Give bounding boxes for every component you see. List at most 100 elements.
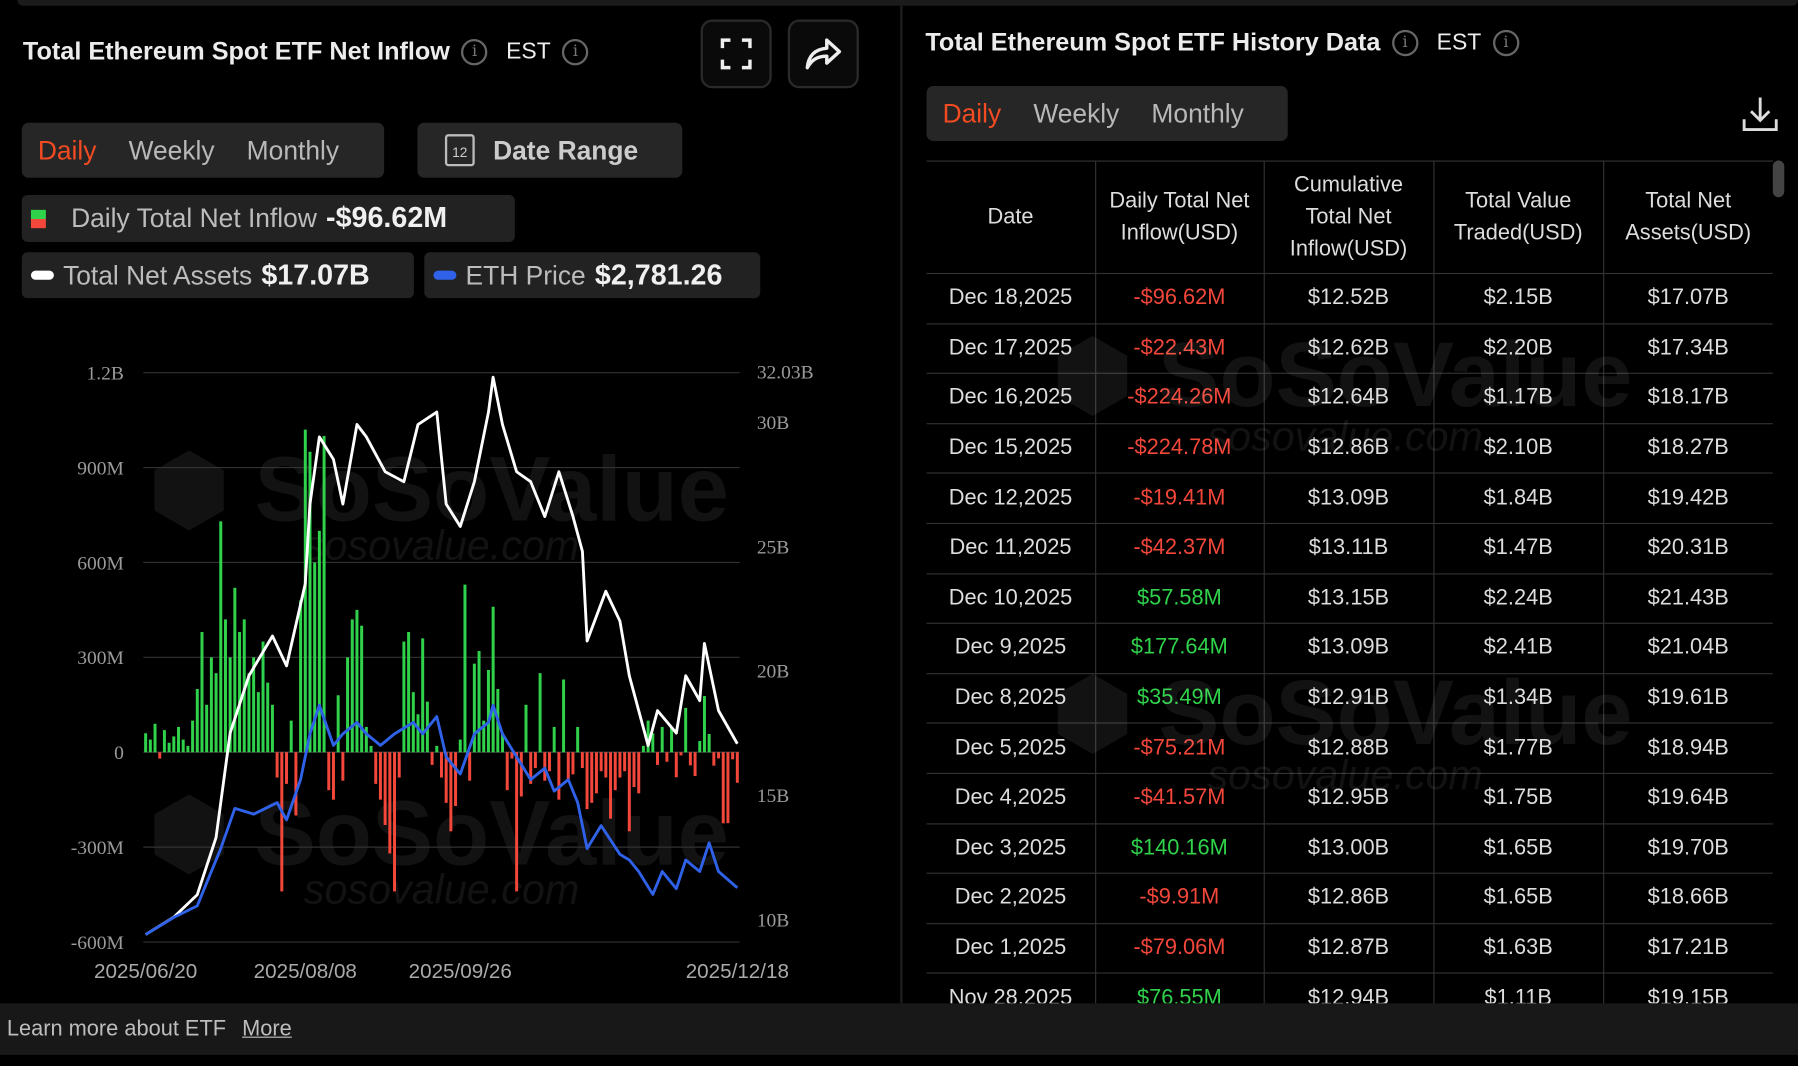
inflow-bar bbox=[327, 752, 331, 791]
left-axis-tick: 0 bbox=[114, 743, 124, 764]
inflow-bar bbox=[590, 752, 594, 803]
inflow-bar bbox=[341, 752, 345, 781]
assets-cell: $19.61B bbox=[1602, 672, 1773, 724]
date-cell: Nov 28,2025 bbox=[926, 972, 1096, 1004]
tab-weekly[interactable]: Weekly bbox=[128, 134, 215, 165]
download-button[interactable] bbox=[1741, 94, 1780, 139]
inflow-cell: -$42.37M bbox=[1094, 522, 1265, 574]
fullscreen-icon bbox=[720, 38, 752, 70]
cumulative-cell: $12.91B bbox=[1263, 672, 1434, 724]
inflow-bar bbox=[491, 606, 495, 753]
date-cell: Dec 5,2025 bbox=[926, 722, 1096, 774]
cumulative-cell: $12.86B bbox=[1263, 872, 1434, 924]
inflow-bar bbox=[510, 752, 514, 759]
inflow-bar bbox=[660, 726, 664, 753]
assets-cell: $21.43B bbox=[1602, 572, 1773, 624]
inflow-bar bbox=[374, 752, 378, 784]
assets-cell: $17.07B bbox=[1602, 272, 1773, 325]
share-button[interactable] bbox=[787, 19, 859, 89]
x-axis-tick: 2025/12/18 bbox=[686, 960, 789, 983]
tab-daily[interactable]: Daily bbox=[942, 98, 1002, 128]
date-cell: Dec 2,2025 bbox=[926, 872, 1096, 924]
info-icon[interactable]: i bbox=[1391, 29, 1419, 56]
history-table-container: Date Daily Total Net Inflow(USD) Cumulativ… bbox=[926, 160, 1776, 1004]
traded-cell: $1.34B bbox=[1432, 672, 1604, 724]
inflow-bar bbox=[454, 752, 458, 807]
date-range-button[interactable]: 12 Date Range bbox=[417, 122, 683, 178]
inflow-bar bbox=[393, 752, 397, 892]
watermark: ⬢ SoSoValue bbox=[149, 438, 729, 541]
watermark-url: sosovalue.com bbox=[303, 521, 580, 569]
column-header: Daily Total Net Inflow(USD) bbox=[1094, 160, 1265, 275]
column-header: Total Net Assets(USD) bbox=[1602, 160, 1773, 275]
assets-cell: $17.34B bbox=[1602, 322, 1773, 375]
inflow-bar bbox=[557, 752, 561, 800]
cumulative-cell: $13.11B bbox=[1263, 522, 1434, 574]
inflow-bar bbox=[336, 695, 340, 753]
inflow-bar bbox=[186, 745, 190, 753]
inflow-bar bbox=[346, 657, 350, 753]
tab-monthly[interactable]: Monthly bbox=[246, 134, 340, 165]
table-row: Dec 5,2025 -$75.21M $12.88B $1.77B $18.94B bbox=[926, 722, 1773, 774]
inflow-bar bbox=[515, 752, 519, 892]
table-scrollbar[interactable] bbox=[1772, 160, 1785, 198]
inflow-bar bbox=[313, 562, 317, 753]
more-link[interactable]: More bbox=[242, 1016, 292, 1041]
inflow-bar bbox=[529, 752, 533, 784]
traded-cell: $2.41B bbox=[1432, 622, 1604, 674]
inflow-bar bbox=[735, 752, 739, 783]
table-header: Total Ethereum Spot ETF History Data i E… bbox=[925, 28, 1520, 58]
legend-net-assets[interactable]: Total Net Assets $17.07B bbox=[21, 252, 414, 299]
inflow-bar bbox=[383, 752, 387, 825]
inflow-bar bbox=[162, 730, 166, 753]
date-cell: Dec 3,2025 bbox=[926, 822, 1096, 874]
inflow-bar bbox=[477, 651, 481, 753]
cumulative-cell: $12.88B bbox=[1263, 722, 1434, 774]
date-cell: Dec 11,2025 bbox=[926, 522, 1096, 574]
left-axis-tick: 600M bbox=[77, 553, 124, 574]
inflow-bar bbox=[275, 752, 279, 778]
table-row: Dec 2,2025 -$9.91M $12.86B $1.65B $18.66B bbox=[926, 872, 1773, 924]
info-icon[interactable]: i bbox=[562, 38, 589, 65]
inflow-bar bbox=[209, 657, 213, 753]
cumulative-cell: $12.94B bbox=[1263, 972, 1434, 1004]
traded-cell: $1.84B bbox=[1432, 472, 1604, 525]
inflow-bar bbox=[562, 679, 566, 753]
info-icon[interactable]: i bbox=[1492, 29, 1520, 56]
inflow-bar bbox=[158, 752, 162, 759]
inflow-bar bbox=[609, 752, 613, 819]
inflow-bar bbox=[252, 657, 256, 753]
watermark: ⬢ SoSoValue bbox=[1052, 661, 1633, 764]
legend-eth-price[interactable]: ETH Price $2,781.26 bbox=[424, 252, 761, 299]
inflow-bar bbox=[501, 733, 505, 753]
inflow-bar bbox=[266, 682, 270, 753]
left-axis-tick: 1.2B bbox=[86, 364, 123, 385]
fullscreen-button[interactable] bbox=[700, 19, 772, 89]
inflow-bar bbox=[670, 728, 674, 753]
tab-monthly[interactable]: Monthly bbox=[1151, 98, 1244, 128]
inflow-bar bbox=[289, 720, 293, 753]
x-axis-tick: 2025/08/08 bbox=[254, 960, 357, 983]
traded-cell: $1.75B bbox=[1432, 772, 1604, 824]
inflow-cell: -$96.62M bbox=[1094, 272, 1265, 325]
date-cell: Dec 12,2025 bbox=[926, 472, 1096, 525]
legend-inflow[interactable]: Daily Total Net Inflow -$96.62M bbox=[21, 194, 515, 242]
right-axis-tick: 30B bbox=[757, 413, 789, 434]
watermark: ⬢ SoSoValue bbox=[1052, 323, 1633, 426]
inflow-bar bbox=[688, 752, 692, 766]
watermark-url: sosovalue.com bbox=[1207, 751, 1483, 799]
tab-daily[interactable]: Daily bbox=[37, 134, 97, 165]
inflow-bar bbox=[505, 752, 509, 791]
inflow-bar bbox=[656, 752, 659, 765]
info-icon[interactable]: i bbox=[461, 38, 488, 65]
tab-weekly[interactable]: Weekly bbox=[1033, 98, 1120, 128]
chart-period-tabs: Daily Weekly Monthly bbox=[21, 122, 385, 178]
right-axis-tick: 10B bbox=[757, 911, 789, 932]
inflow-bar bbox=[698, 741, 702, 753]
inflow-bar bbox=[355, 609, 359, 753]
inflow-bar bbox=[177, 726, 180, 753]
inflow-cell: -$9.91M bbox=[1094, 872, 1265, 924]
history-table: Date Daily Total Net Inflow(USD) Cumulativ… bbox=[926, 160, 1773, 1004]
inflow-bar bbox=[449, 752, 453, 832]
inflow-bar bbox=[172, 736, 176, 753]
